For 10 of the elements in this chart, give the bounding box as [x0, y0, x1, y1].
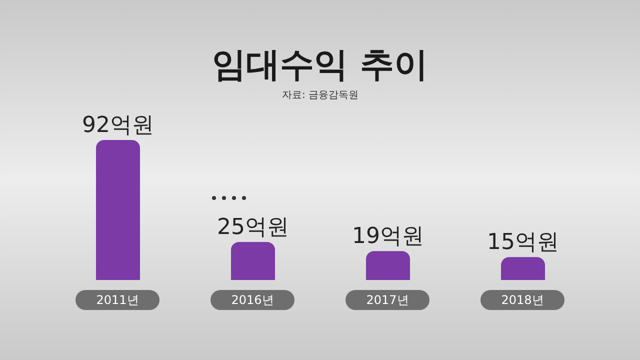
x-tick-label: 2016년: [231, 293, 274, 307]
text: 자료: 금융감독원: [282, 89, 359, 102]
x-tick-label: 2017년: [366, 293, 409, 307]
data-label: 15억원: [487, 230, 559, 256]
x-tick-label: 2011년: [96, 293, 139, 307]
x-tick-label: 2018년: [501, 293, 544, 307]
chart-title: 임대수익 추이: [211, 44, 429, 87]
data-label: 19억원: [352, 224, 424, 250]
data-label: 25억원: [217, 214, 289, 240]
data-label: 92억원: [82, 113, 154, 138]
